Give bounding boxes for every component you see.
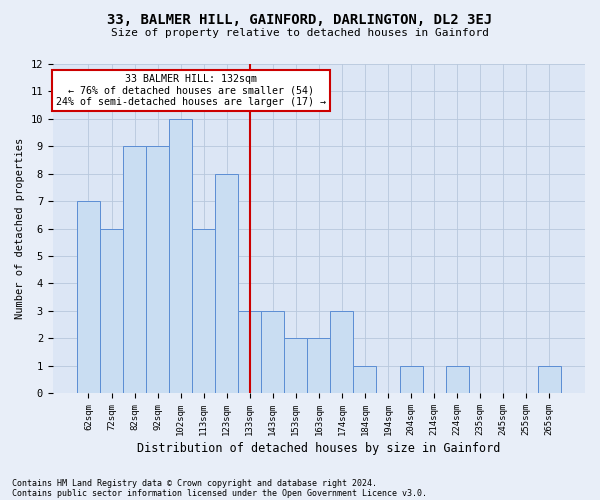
Bar (100, 228, 123, 393)
Bar (331, 311, 353, 393)
Y-axis label: Number of detached properties: Number of detached properties (15, 138, 25, 319)
Bar (169, 119, 192, 393)
Bar (538, 366, 561, 393)
X-axis label: Distribution of detached houses by size in Gainford: Distribution of detached houses by size … (137, 442, 500, 455)
Bar (400, 366, 422, 393)
Text: 33 BALMER HILL: 132sqm
← 76% of detached houses are smaller (54)
24% of semi-det: 33 BALMER HILL: 132sqm ← 76% of detached… (56, 74, 326, 107)
Bar (307, 338, 331, 393)
Bar (353, 366, 376, 393)
Text: Contains HM Land Registry data © Crown copyright and database right 2024.: Contains HM Land Registry data © Crown c… (12, 478, 377, 488)
Bar (146, 146, 169, 393)
Bar (238, 311, 261, 393)
Bar (192, 228, 215, 393)
Text: 33, BALMER HILL, GAINFORD, DARLINGTON, DL2 3EJ: 33, BALMER HILL, GAINFORD, DARLINGTON, D… (107, 12, 493, 26)
Bar (446, 366, 469, 393)
Bar (261, 311, 284, 393)
Bar (123, 146, 146, 393)
Bar (215, 174, 238, 393)
Text: Contains public sector information licensed under the Open Government Licence v3: Contains public sector information licen… (12, 488, 427, 498)
Text: Size of property relative to detached houses in Gainford: Size of property relative to detached ho… (111, 28, 489, 38)
Bar (77, 201, 100, 393)
Bar (284, 338, 307, 393)
